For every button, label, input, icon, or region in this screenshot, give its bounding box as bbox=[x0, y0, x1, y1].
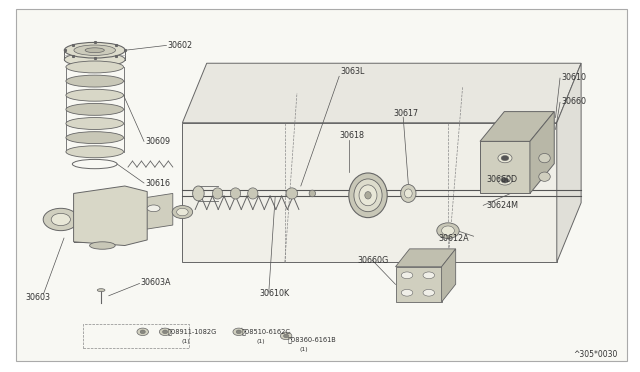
Text: 30660: 30660 bbox=[561, 97, 586, 106]
Text: Ⓝ08510-6162C: Ⓝ08510-6162C bbox=[242, 328, 291, 335]
Text: ^305*0030: ^305*0030 bbox=[573, 350, 618, 359]
Ellipse shape bbox=[442, 226, 454, 235]
Ellipse shape bbox=[286, 188, 298, 199]
Ellipse shape bbox=[66, 89, 124, 101]
Ellipse shape bbox=[365, 192, 371, 199]
Ellipse shape bbox=[172, 205, 193, 219]
Text: 30624M: 30624M bbox=[486, 201, 518, 210]
Bar bbox=[182, 123, 557, 262]
Circle shape bbox=[423, 289, 435, 296]
Ellipse shape bbox=[539, 154, 550, 163]
Ellipse shape bbox=[97, 289, 105, 292]
Ellipse shape bbox=[280, 332, 292, 340]
Ellipse shape bbox=[404, 189, 412, 198]
Text: 30660G: 30660G bbox=[357, 256, 388, 265]
Ellipse shape bbox=[309, 190, 316, 197]
Ellipse shape bbox=[248, 188, 258, 199]
Ellipse shape bbox=[64, 52, 125, 67]
Ellipse shape bbox=[163, 330, 168, 334]
Ellipse shape bbox=[501, 155, 509, 161]
Polygon shape bbox=[530, 112, 554, 193]
Circle shape bbox=[423, 272, 435, 279]
Ellipse shape bbox=[43, 208, 79, 231]
Text: 30603A: 30603A bbox=[141, 278, 172, 287]
Ellipse shape bbox=[140, 330, 145, 334]
Bar bbox=[396, 267, 442, 302]
Ellipse shape bbox=[66, 61, 124, 73]
Ellipse shape bbox=[66, 103, 124, 115]
Ellipse shape bbox=[193, 186, 204, 201]
Ellipse shape bbox=[236, 330, 241, 334]
Polygon shape bbox=[125, 193, 173, 232]
Ellipse shape bbox=[498, 154, 512, 163]
Ellipse shape bbox=[51, 214, 70, 225]
Polygon shape bbox=[442, 249, 456, 302]
Ellipse shape bbox=[147, 205, 160, 212]
Bar bbox=[480, 141, 530, 193]
Ellipse shape bbox=[64, 42, 125, 58]
Circle shape bbox=[401, 272, 413, 279]
Ellipse shape bbox=[284, 334, 289, 338]
Ellipse shape bbox=[137, 328, 148, 336]
Ellipse shape bbox=[437, 223, 460, 238]
Text: 30617: 30617 bbox=[394, 109, 419, 118]
Ellipse shape bbox=[85, 48, 104, 53]
Ellipse shape bbox=[177, 208, 188, 216]
Polygon shape bbox=[557, 63, 581, 262]
Text: 30610: 30610 bbox=[561, 73, 586, 81]
Ellipse shape bbox=[539, 172, 550, 182]
Ellipse shape bbox=[159, 328, 171, 336]
Polygon shape bbox=[182, 63, 581, 123]
Text: 30660D: 30660D bbox=[486, 175, 518, 184]
Ellipse shape bbox=[354, 179, 382, 212]
Text: Ⓝ08360-6161B: Ⓝ08360-6161B bbox=[288, 337, 337, 343]
Text: (1): (1) bbox=[300, 347, 308, 352]
Polygon shape bbox=[396, 249, 456, 267]
Ellipse shape bbox=[501, 178, 509, 183]
Ellipse shape bbox=[359, 185, 377, 206]
Bar bbox=[83, 324, 189, 348]
Ellipse shape bbox=[90, 242, 115, 249]
Ellipse shape bbox=[66, 118, 124, 129]
Ellipse shape bbox=[212, 188, 223, 199]
Text: 30602: 30602 bbox=[168, 41, 193, 50]
Ellipse shape bbox=[349, 173, 387, 218]
Ellipse shape bbox=[74, 45, 115, 55]
Text: (1): (1) bbox=[181, 339, 190, 344]
Text: 30612A: 30612A bbox=[438, 234, 469, 243]
Text: 30603: 30603 bbox=[26, 293, 51, 302]
Text: ⓝ08911-1082G: ⓝ08911-1082G bbox=[168, 328, 217, 335]
Ellipse shape bbox=[401, 185, 416, 202]
Ellipse shape bbox=[66, 75, 124, 87]
Text: 3063L: 3063L bbox=[340, 67, 365, 76]
Text: 30610K: 30610K bbox=[259, 289, 289, 298]
Text: 30609: 30609 bbox=[146, 137, 171, 146]
Text: 30616: 30616 bbox=[146, 179, 171, 187]
Ellipse shape bbox=[230, 188, 241, 199]
Text: (1): (1) bbox=[257, 339, 266, 344]
Ellipse shape bbox=[498, 176, 512, 185]
Ellipse shape bbox=[233, 328, 244, 336]
Polygon shape bbox=[480, 112, 554, 141]
Ellipse shape bbox=[66, 146, 124, 158]
Polygon shape bbox=[74, 186, 147, 246]
Text: 30618: 30618 bbox=[339, 131, 364, 140]
Circle shape bbox=[401, 289, 413, 296]
Ellipse shape bbox=[66, 132, 124, 144]
